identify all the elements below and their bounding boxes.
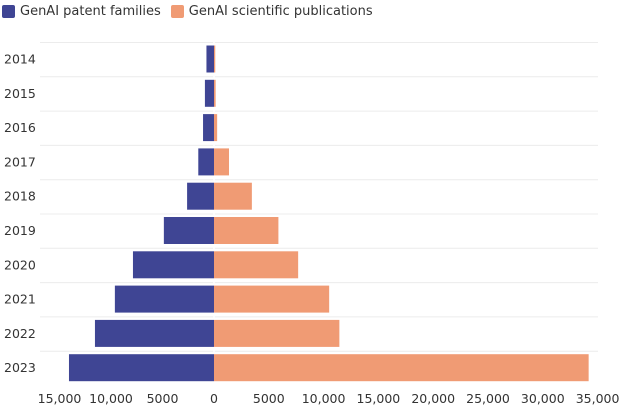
legend-swatch-patents: [2, 4, 15, 18]
x-axis-tick-labels: 15,000 10,000 5000 0 5000 10,000 15,000 20,000 2…: [38, 391, 620, 406]
bar-publications-2023[interactable]: [214, 354, 589, 382]
bar-publications-2022[interactable]: [214, 319, 340, 347]
x-tick-right-6: 35,000: [576, 391, 620, 406]
bar-patents-2021[interactable]: [114, 285, 214, 313]
category-label-2021: 2021: [4, 292, 36, 307]
bar-patents-2016[interactable]: [203, 114, 214, 142]
x-tick-right-0: 5000: [253, 391, 285, 406]
category-label-2023: 2023: [4, 360, 36, 375]
category-label-2017: 2017: [4, 154, 36, 169]
category-label-2018: 2018: [4, 189, 36, 204]
bars: [68, 45, 589, 382]
category-label-2022: 2022: [4, 326, 36, 341]
category-label-2020: 2020: [4, 257, 36, 272]
category-label-2016: 2016: [4, 120, 36, 135]
x-tick-right-5: 30,000: [521, 391, 565, 406]
bar-publications-2021[interactable]: [214, 285, 330, 313]
bar-publications-2017[interactable]: [214, 148, 229, 176]
bar-publications-2019[interactable]: [214, 217, 279, 244]
bar-patents-2019[interactable]: [163, 217, 214, 244]
x-tick-left-1: 10,000: [89, 391, 133, 406]
bar-patents-2023[interactable]: [68, 354, 214, 382]
category-label-2014: 2014: [4, 52, 36, 67]
legend-item-publications[interactable]: GenAI scientific publications: [170, 3, 373, 19]
legend-item-patents[interactable]: GenAI patent families: [2, 4, 161, 19]
legend-label-patents: GenAI patent families: [20, 3, 161, 19]
bar-publications-2016[interactable]: [214, 114, 218, 142]
bar-patents-2022[interactable]: [94, 319, 214, 347]
bar-patents-2018[interactable]: [187, 182, 214, 210]
x-tick-right-1: 10,000: [302, 391, 346, 406]
category-label-2019: 2019: [4, 223, 36, 238]
x-tick-left-2: 5000: [147, 391, 179, 406]
bar-patents-2015[interactable]: [204, 79, 214, 107]
bar-publications-2020[interactable]: [214, 251, 299, 279]
x-tick-left-0: 15,000: [38, 391, 82, 406]
bar-patents-2020[interactable]: [132, 251, 214, 279]
category-label-2015: 2015: [4, 86, 36, 101]
category-labels: 2014 2015 2016 2017 2018 2019 2020 2021 2022 2023: [4, 52, 36, 376]
bar-publications-2015[interactable]: [214, 79, 216, 107]
x-tick-left-3: 0: [210, 391, 218, 406]
bar-publications-2018[interactable]: [214, 182, 252, 210]
bar-publications-2014[interactable]: [214, 45, 216, 73]
x-tick-right-2: 15,000: [357, 391, 401, 406]
legend-label-publications: GenAI scientific publications: [188, 3, 373, 19]
legend: GenAI patent families GenAI scientific p…: [2, 2, 383, 20]
bar-patents-2017[interactable]: [198, 148, 214, 176]
legend-swatch-publications: [170, 4, 184, 18]
x-tick-right-4: 25,000: [466, 391, 510, 406]
x-tick-right-3: 20,000: [411, 391, 455, 406]
bar-patents-2014[interactable]: [206, 45, 214, 73]
